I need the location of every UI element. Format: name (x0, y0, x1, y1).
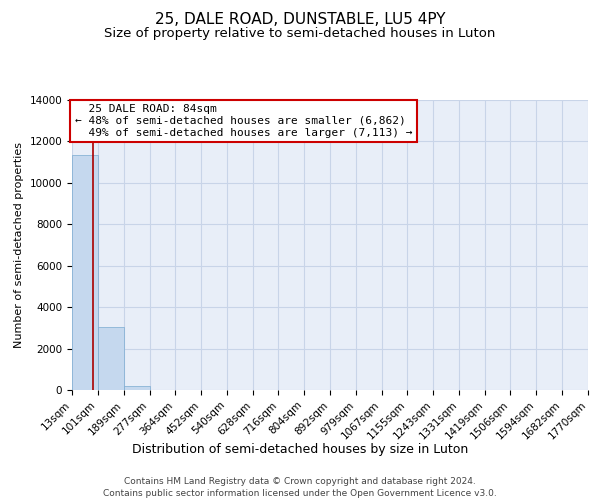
Text: Contains HM Land Registry data © Crown copyright and database right 2024.: Contains HM Land Registry data © Crown c… (124, 478, 476, 486)
Text: Contains public sector information licensed under the Open Government Licence v3: Contains public sector information licen… (103, 489, 497, 498)
Bar (98, 327, 124, 390)
Text: Distribution of semi-detached houses by size in Luton: Distribution of semi-detached houses by … (132, 442, 468, 456)
Text: 25 DALE ROAD: 84sqm
← 48% of semi-detached houses are smaller (6,862)
  49% of s: 25 DALE ROAD: 84sqm ← 48% of semi-detach… (74, 104, 412, 138)
Bar (72, 155, 98, 390)
Text: 25, DALE ROAD, DUNSTABLE, LU5 4PY: 25, DALE ROAD, DUNSTABLE, LU5 4PY (155, 12, 445, 28)
Text: Size of property relative to semi-detached houses in Luton: Size of property relative to semi-detach… (104, 28, 496, 40)
Bar (124, 386, 149, 390)
Y-axis label: Number of semi-detached properties: Number of semi-detached properties (14, 142, 24, 348)
